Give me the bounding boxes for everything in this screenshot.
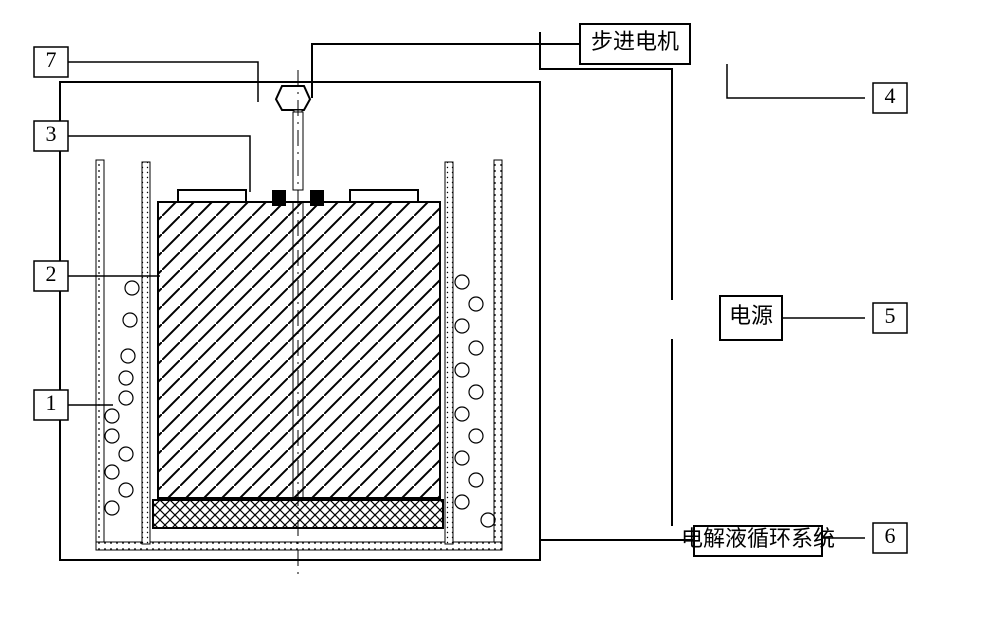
stepper-motor-box-label: 步进电机 bbox=[591, 29, 679, 54]
electrolyte-circulation-box-label: 电解液循环系统 bbox=[681, 526, 835, 551]
electrolyte-circulation-box: 电解液循环系统 bbox=[681, 526, 835, 556]
label-7: 7 bbox=[46, 47, 57, 72]
label-2: 2 bbox=[46, 261, 57, 286]
label-3: 3 bbox=[46, 121, 57, 146]
stepper-motor-box: 步进电机 bbox=[580, 24, 690, 64]
power-box-label: 电源 bbox=[729, 303, 773, 328]
label-4: 4 bbox=[885, 83, 896, 108]
power-box: 电源 bbox=[720, 296, 782, 340]
label-1: 1 bbox=[46, 390, 57, 415]
label-6: 6 bbox=[885, 523, 896, 548]
label-5: 5 bbox=[885, 303, 896, 328]
